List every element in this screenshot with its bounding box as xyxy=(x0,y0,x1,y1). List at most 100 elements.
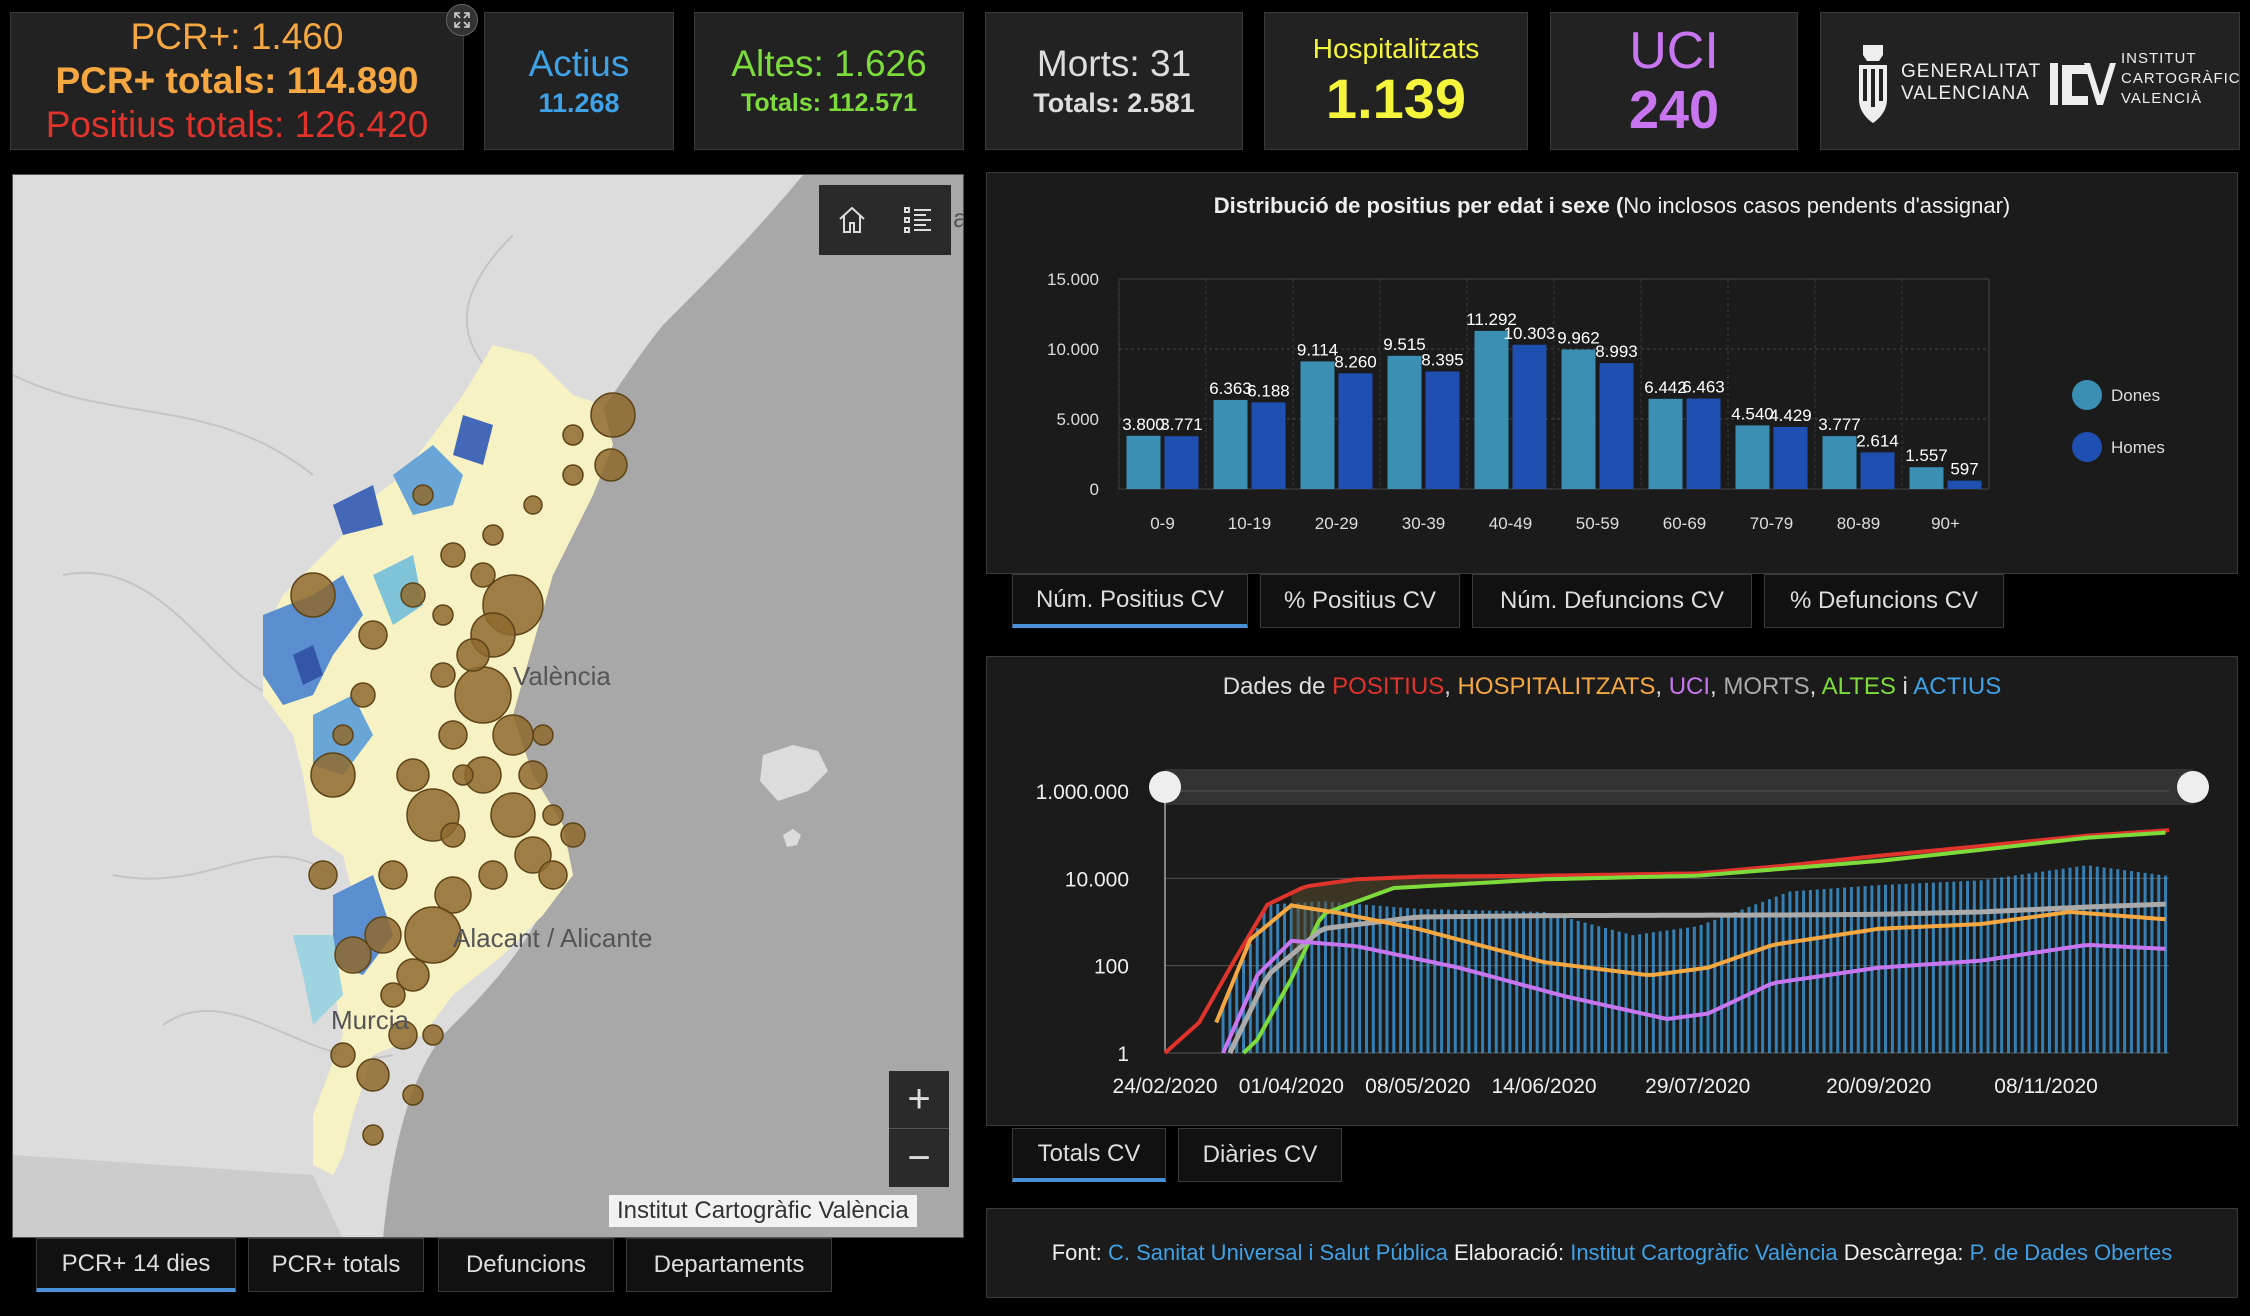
case-bubble xyxy=(434,876,472,914)
actius-bar xyxy=(1672,929,1676,1053)
case-bubble xyxy=(308,860,338,890)
map-attribution[interactable]: Institut Cartogràfic València xyxy=(609,1195,917,1227)
tab-pcr-totals[interactable]: PCR+ totals xyxy=(248,1238,424,1292)
tab-departaments[interactable]: Departaments xyxy=(626,1238,832,1292)
time-title-part: POSITIUS xyxy=(1332,673,1445,700)
actius-bar xyxy=(1767,899,1771,1053)
case-bubble xyxy=(538,860,568,890)
tab-pct-positius[interactable]: % Positius CV xyxy=(1260,574,1460,628)
layer-list-icon[interactable] xyxy=(901,203,935,237)
bar-value-label: 6.442 xyxy=(1644,378,1687,397)
time-title-part: , xyxy=(1809,673,1822,700)
case-bubble xyxy=(388,1020,418,1050)
actius-card: Actius 11.268 xyxy=(484,12,674,150)
x-tick-label: 60-69 xyxy=(1663,514,1706,533)
actius-bar xyxy=(1467,910,1471,1053)
desc-link[interactable]: P. de Dades Obertes xyxy=(1969,1240,2173,1265)
actius-bar xyxy=(1699,924,1703,1053)
actius-bar xyxy=(1378,905,1382,1053)
tab-totals-cv[interactable]: Totals CV xyxy=(1012,1128,1166,1182)
tab-num-defuncions[interactable]: Núm. Defuncions CV xyxy=(1472,574,1752,628)
time-title-part: UCI xyxy=(1668,673,1711,700)
elab-link[interactable]: Institut Cartogràfic València xyxy=(1570,1240,1838,1265)
actius-bar xyxy=(1556,915,1560,1053)
bar-value-label: 9.962 xyxy=(1557,329,1600,348)
map-toolbar xyxy=(819,185,951,255)
bar-value-label: 4.540 xyxy=(1731,404,1774,423)
actius-bar xyxy=(1631,935,1635,1053)
case-bubble xyxy=(562,464,584,486)
actius-bar xyxy=(1795,890,1799,1053)
actius-bar xyxy=(1740,909,1744,1053)
bar-value-label: 11.292 xyxy=(1466,310,1517,329)
pcr-daily: PCR+: 1.460 xyxy=(130,16,344,57)
logos-card: GENERALITAT VALENCIANA INSTITUT CARTOGRÀ… xyxy=(1820,12,2240,150)
age-chart-panel: Distribució de positius per edat i sexe … xyxy=(986,172,2238,574)
bar-dones xyxy=(1822,436,1857,489)
expand-icon[interactable] xyxy=(446,4,478,36)
actius-bar xyxy=(1911,883,1915,1053)
case-bubble xyxy=(364,916,402,954)
morts-totals: Totals: 2.581 xyxy=(1033,88,1195,118)
actius-bar xyxy=(1276,903,1280,1053)
actius-bar xyxy=(1829,888,1833,1053)
positius-totals: Positius totals: 126.420 xyxy=(45,104,429,145)
hosp-label: Hospitalitzats xyxy=(1312,33,1480,64)
tab-diaries-cv[interactable]: Diàries CV xyxy=(1178,1128,1342,1182)
home-icon[interactable] xyxy=(835,203,869,237)
bar-value-label: 4.429 xyxy=(1769,406,1812,425)
actius-bar xyxy=(1993,878,1997,1053)
bar-homes xyxy=(1599,363,1634,489)
font-link[interactable]: C. Sanitat Universal i Salut Pública xyxy=(1107,1240,1448,1265)
case-bubble xyxy=(518,760,548,790)
case-bubble xyxy=(456,638,490,672)
case-bubble xyxy=(358,620,388,650)
range-handle-end[interactable] xyxy=(2177,771,2209,803)
actius-bar xyxy=(1392,906,1396,1053)
series-line-hospitalitzats xyxy=(1214,903,2166,1024)
tab-defuncions[interactable]: Defuncions xyxy=(438,1238,614,1292)
bar-value-label: 597 xyxy=(1950,460,1978,479)
bar-dones xyxy=(1561,349,1596,489)
actius-bar xyxy=(2027,873,2031,1053)
case-bubble xyxy=(440,822,466,848)
actius-bar xyxy=(2020,874,2024,1053)
time-chart: 1 100 10.000 1.000.000 24/02/2020 01/04/2020 0… xyxy=(1036,769,2209,1098)
actius-bar xyxy=(1945,881,1949,1053)
case-bubble xyxy=(470,562,496,588)
actius-bar xyxy=(1474,910,1478,1053)
tab-pct-defuncions[interactable]: % Defuncions CV xyxy=(1764,574,2004,628)
bar-homes xyxy=(1686,398,1721,489)
zoom-out-button[interactable]: − xyxy=(907,1135,931,1180)
zoom-in-button[interactable]: + xyxy=(889,1071,949,1129)
time-title-part: i xyxy=(1895,673,1914,700)
tab-num-positius[interactable]: Núm. Positius CV xyxy=(1012,574,1248,628)
y-tick-label: 1 xyxy=(1117,1043,1129,1066)
actius-bar xyxy=(1645,933,1649,1053)
actius-bar xyxy=(1569,919,1573,1053)
bar-homes xyxy=(1164,436,1199,489)
actius-bar xyxy=(1747,906,1751,1053)
icv-line-3: VALENCIÀ xyxy=(2121,90,2203,107)
map-label-murcia: Murcia xyxy=(331,1005,410,1035)
case-bubble xyxy=(440,542,466,568)
case-bubble xyxy=(523,495,543,515)
actius-bar xyxy=(1733,912,1737,1053)
case-bubble xyxy=(594,448,628,482)
x-tick-label: 01/04/2020 xyxy=(1239,1075,1344,1098)
case-bubble xyxy=(380,982,406,1008)
actius-bar xyxy=(1761,901,1765,1053)
range-handle-start[interactable] xyxy=(1149,771,1181,803)
actius-bar xyxy=(1918,883,1922,1053)
x-tick-label: 20/09/2020 xyxy=(1826,1075,1931,1098)
tab-pcr-14-dies[interactable]: PCR+ 14 dies xyxy=(36,1238,236,1292)
actius-bar xyxy=(1303,902,1307,1053)
actius-bar xyxy=(1781,894,1785,1053)
map-view[interactable]: València Alacant / Alicante Murcia a + −… xyxy=(12,174,964,1238)
actius-bar xyxy=(1399,907,1403,1053)
time-title-part: , xyxy=(1655,673,1669,700)
actius-bar xyxy=(1535,911,1539,1053)
uci-card: UCI 240 xyxy=(1550,12,1798,150)
x-tick-label: 20-29 xyxy=(1315,514,1358,533)
